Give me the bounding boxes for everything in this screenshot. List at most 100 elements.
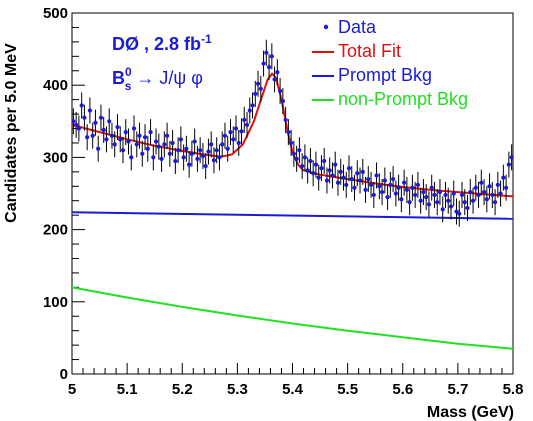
data-point [85,124,90,151]
data-point [101,116,106,143]
data-point [440,196,445,223]
data-point-marker [437,189,443,195]
y-tick-label: 300 [43,149,68,166]
y-tick-label: 200 [43,222,68,239]
data-point [454,198,459,225]
data-point-marker [162,142,167,147]
data-point-marker [418,198,423,203]
fit-curves [71,72,514,350]
data-point [242,106,247,133]
data-point [217,144,222,171]
x-tick-label: 5.1 [117,381,138,398]
data-point [291,140,296,167]
legend-entry: Total Fit [312,41,401,61]
data-point-marker [214,148,219,153]
data-point-marker [289,140,294,146]
non-prompt-bkg-curve [71,286,514,350]
data-point [492,189,498,216]
data-point [407,189,412,216]
data-point-marker [426,202,432,207]
data-point-marker [349,176,354,182]
data-point [305,157,310,184]
data-point [352,174,357,201]
data-point-marker [211,158,217,163]
data-point-marker [379,189,385,195]
data-point-marker [255,81,261,86]
data-point [473,174,478,201]
data-point [396,174,401,201]
data-point-marker [457,211,462,216]
data-point-marker [333,162,338,167]
data-point [327,157,332,184]
data-point-marker [410,185,415,190]
data-point [399,186,404,213]
data-point [313,151,319,178]
decay-superscript: 0 [125,65,132,79]
data-point-marker [490,192,495,198]
data-point-marker [264,50,269,55]
data-point-marker [93,120,98,125]
data-point-marker [446,198,451,203]
data-point-marker [198,148,203,153]
data-point [366,166,371,193]
data-point-marker [145,146,150,151]
data-point-marker [222,133,228,138]
data-point [115,114,120,141]
data-point-marker [244,122,250,128]
data-point [382,167,387,194]
data-point-marker [187,162,192,167]
axis-ticks [71,12,514,375]
data-point [148,119,153,146]
data-point [189,140,194,167]
data-point-marker [509,155,514,160]
data-point-marker [228,130,233,135]
data-point-marker [217,155,222,160]
data-point-marker [134,142,139,147]
data-point-marker [366,176,371,182]
data-point-marker [129,155,134,160]
data-point [255,70,261,97]
data-point [432,181,437,208]
data-point [435,189,440,216]
data-point [209,131,214,158]
data-point-marker [164,133,170,138]
y-axis-title: Candidates per 5.0 MeV [3,43,20,223]
data-point-marker [413,192,418,198]
legend-label: Prompt Bkg [338,65,432,85]
data-point-marker [479,180,484,185]
data-point-marker [242,117,247,122]
data-point [280,88,285,115]
data-point-marker [382,178,387,183]
data-point [181,144,186,171]
data-point [236,129,241,156]
data-point-marker [71,119,76,124]
data-point [109,122,115,149]
data-point [266,54,272,81]
x-tick-label: 5.4 [282,381,304,398]
y-tick-label: 400 [43,77,68,94]
data-point [195,145,200,172]
data-point-marker [87,108,93,113]
data-point-marker [448,204,454,209]
data-point-marker [330,173,335,178]
data-point [410,174,415,201]
data-point [283,106,288,133]
data-point-marker [109,133,115,138]
data-point [90,122,95,149]
data-point [162,131,167,158]
data-point [228,119,233,146]
data-point-marker [112,142,117,147]
data-point [421,179,426,206]
data-point-marker [140,151,145,156]
data-point-marker [316,175,321,180]
data-point-marker [101,127,106,133]
data-point [134,131,139,158]
data-point [98,104,104,131]
x-tick-label: 5 [68,381,76,398]
legend-entry: Data [323,17,377,37]
data-point-marker [498,191,503,196]
legend-entry: non-Prompt Bkg [312,89,468,109]
data-point [490,181,495,208]
data-point [465,194,470,221]
data-point [142,124,148,151]
